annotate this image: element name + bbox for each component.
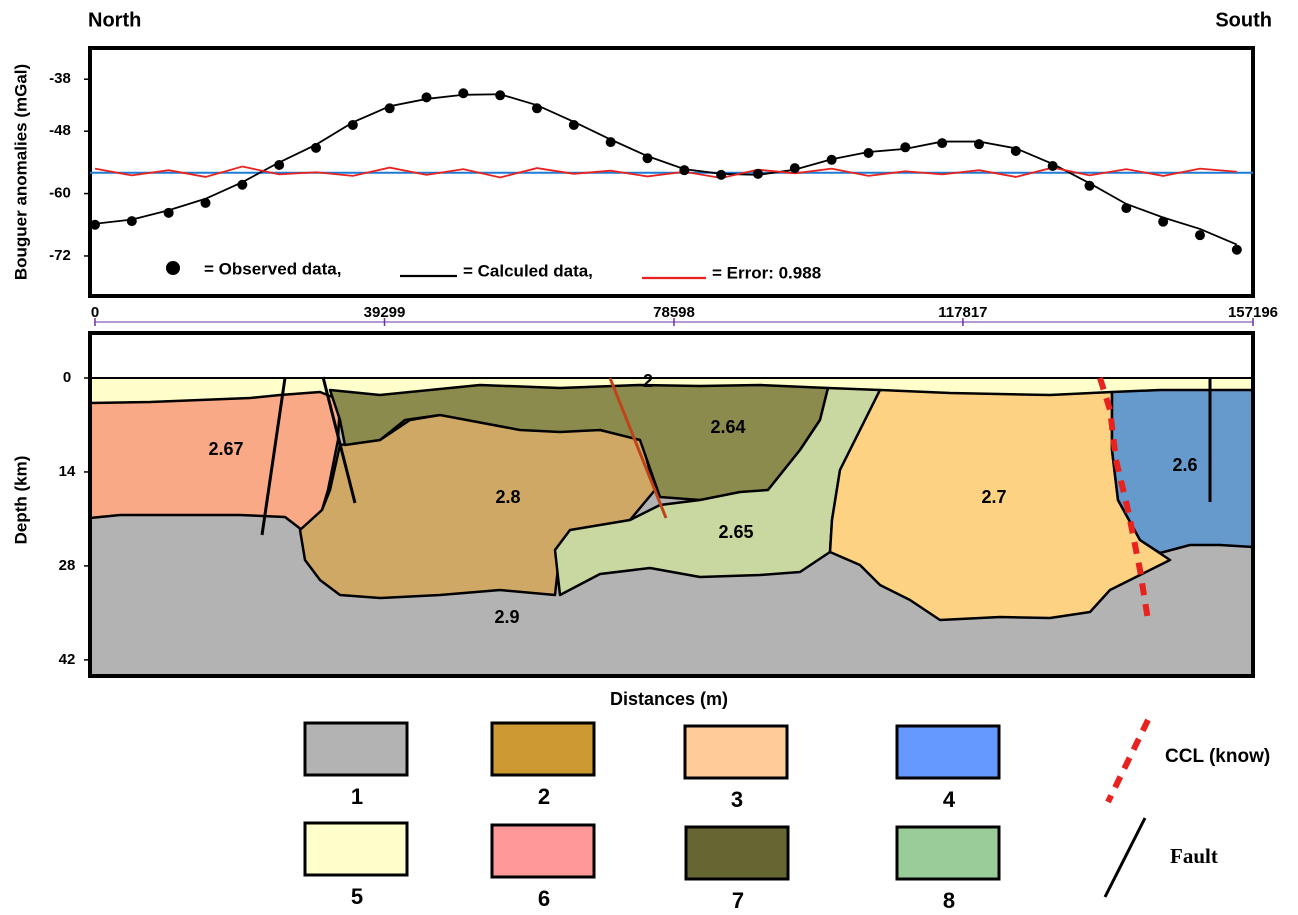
y-tick-label: -38 [49,70,71,87]
legend-number: 4 [943,787,956,812]
observed-point [1084,181,1094,191]
x-tick-label: 0 [91,304,99,321]
y-axis-label: Bouguer anomalies (mGal) [11,64,30,280]
north-label: North [88,9,141,31]
legend-label: = Calculed data, [463,261,593,280]
legend-box [492,723,594,775]
observed-point [827,155,837,165]
cross-section: 2.67 2.8 2.64 2.65 2.7 2.6 2.9 2 [90,333,1253,676]
y-tick-label: -72 [49,247,71,264]
legend-label: = Observed data, [204,259,341,278]
page: North South Bouguer anomalies (mGal) 2.6… [0,0,1298,915]
depth-axis-label: Depth (km) [11,456,30,545]
observed-point [1232,245,1242,255]
observed-point [753,169,763,179]
legend-box [897,726,999,778]
depth-tick-label: 28 [59,557,76,574]
legend-label: = Error: 0.988 [712,263,821,282]
legend-box [685,726,787,778]
observed-point [348,120,358,130]
figure: North South Bouguer anomalies (mGal) 2.6… [0,0,1298,915]
density-label: 2.8 [495,487,520,507]
legend-swatch [166,261,180,275]
observed-point [274,160,284,170]
x-tick-label: 157196 [1228,304,1278,321]
x-tick-label: 78598 [653,304,695,321]
observed-point [716,170,726,180]
observed-point [1121,203,1131,213]
body-2-67 [90,392,340,530]
fault-swatch [1105,818,1145,897]
observed-point [900,142,910,152]
x-axis-label: Distances (m) [610,689,728,709]
fault-label: Fault [1170,844,1218,868]
observed-point [606,137,616,147]
legend-number: 8 [943,888,955,913]
observed-point [127,216,137,226]
legend-box [305,723,407,775]
legend-box [897,827,999,879]
legend-box [492,825,594,877]
ccl-label: CCL (know) [1165,746,1270,767]
legend-box [686,827,788,879]
y-tick-label: -48 [49,122,71,139]
density-label: 2.7 [981,487,1006,507]
legend-number: 5 [351,884,363,909]
observed-point [863,148,873,158]
south-label: South [1215,9,1272,31]
observed-point [1048,161,1058,171]
observed-point [642,153,652,163]
observed-point [311,143,321,153]
observed-point [495,90,505,100]
density-label: 2 [643,371,653,391]
observed-point [974,139,984,149]
density-label: 2.65 [718,522,753,542]
observed-point [164,208,174,218]
depth-tick-label: 42 [59,651,76,668]
density-label: 2.6 [1172,455,1197,475]
legend-number: 2 [538,784,550,809]
legend-number: 1 [351,784,363,809]
ccl-swatch [1108,720,1148,802]
y-tick-label: -60 [49,185,71,202]
observed-point [790,163,800,173]
observed-point [200,198,210,208]
observed-point [90,220,100,230]
observed-point [532,103,542,113]
observed-point [421,92,431,102]
observed-point [1195,230,1205,240]
legend-box [305,823,407,875]
density-label: 2.64 [710,417,745,437]
x-tick-label: 117817 [938,304,987,321]
observed-point [237,180,247,190]
x-tick-label: 39299 [364,304,406,321]
density-label: 2.9 [494,607,519,627]
density-label: 2.67 [208,439,243,459]
observed-point [385,103,395,113]
observed-point [1011,146,1021,156]
depth-tick-label: 14 [59,463,76,480]
observed-point [679,165,689,175]
legend-number: 7 [732,888,744,913]
observed-point [937,138,947,148]
observed-point [569,120,579,130]
observed-point [1158,217,1168,227]
legend-number: 6 [538,886,550,911]
legend-number: 3 [731,787,743,812]
observed-point [458,88,468,98]
depth-tick-label: 0 [63,369,71,386]
